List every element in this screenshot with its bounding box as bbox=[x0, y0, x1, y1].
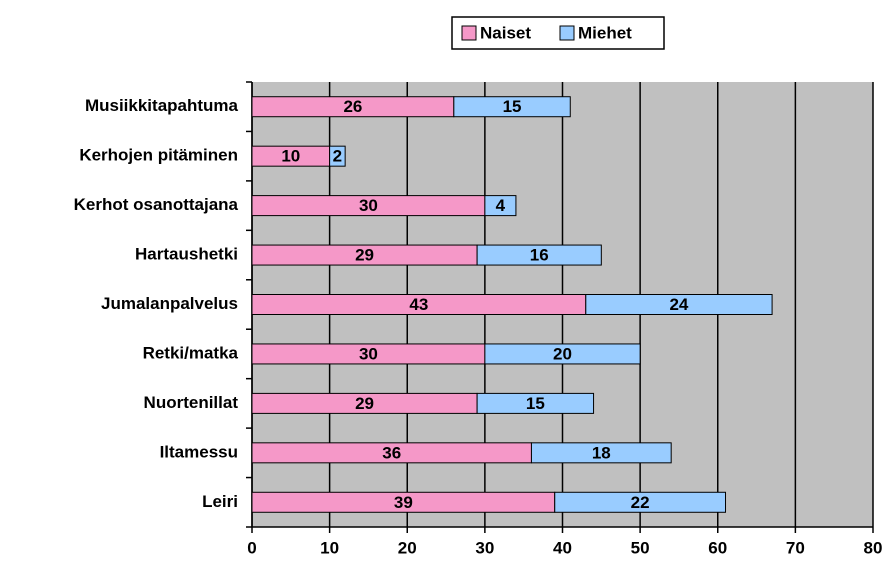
legend-swatch bbox=[461, 25, 477, 41]
bar-segment bbox=[530, 442, 672, 464]
data-label: 20 bbox=[553, 344, 572, 363]
data-label: 26 bbox=[343, 97, 362, 116]
bar-segment bbox=[484, 343, 641, 365]
x-tick-label: 10 bbox=[320, 538, 339, 557]
data-label: 43 bbox=[409, 295, 428, 314]
data-label: 15 bbox=[526, 394, 545, 413]
data-label: 30 bbox=[359, 344, 378, 363]
data-label: 10 bbox=[281, 147, 300, 166]
bar-segment bbox=[554, 491, 727, 513]
y-tick-label: Musiikkitapahtuma bbox=[85, 96, 239, 115]
data-label: 18 bbox=[592, 443, 611, 462]
bar-segment bbox=[585, 294, 773, 315]
data-label: 16 bbox=[530, 246, 549, 265]
y-tick-label: Iltamessu bbox=[160, 442, 238, 461]
data-label: 30 bbox=[359, 196, 378, 215]
legend-label: Naiset bbox=[480, 23, 531, 42]
y-tick-label: Kerhojen pitäminen bbox=[79, 146, 238, 165]
x-tick-label: 0 bbox=[247, 538, 256, 557]
data-label: 39 bbox=[394, 493, 413, 512]
y-tick-label: Leiri bbox=[202, 492, 238, 511]
data-label: 24 bbox=[669, 295, 688, 314]
y-tick-label: Hartaushetki bbox=[135, 245, 238, 264]
x-tick-label: 30 bbox=[475, 538, 494, 557]
y-tick-label: Retki/matka bbox=[143, 343, 239, 362]
data-label: 22 bbox=[631, 493, 650, 512]
legend-label: Miehet bbox=[578, 23, 632, 42]
data-label: 29 bbox=[355, 394, 374, 413]
x-tick-label: 80 bbox=[864, 538, 883, 557]
x-tick-label: 70 bbox=[786, 538, 805, 557]
x-tick-label: 60 bbox=[708, 538, 727, 557]
y-tick-label: Jumalanpalvelus bbox=[101, 294, 238, 313]
x-tick-label: 40 bbox=[553, 538, 572, 557]
data-label: 29 bbox=[355, 246, 374, 265]
bar-segment bbox=[484, 195, 517, 217]
y-tick-label: Kerhot osanottajana bbox=[74, 195, 239, 214]
data-label: 4 bbox=[496, 196, 506, 215]
data-label: 36 bbox=[382, 443, 401, 462]
bar-segment bbox=[453, 96, 571, 118]
data-label: 2 bbox=[333, 147, 342, 166]
bar-segment bbox=[476, 392, 595, 414]
bar-segment bbox=[329, 145, 346, 167]
data-label: 15 bbox=[503, 97, 522, 116]
legend-box bbox=[451, 16, 665, 50]
x-tick-label: 20 bbox=[398, 538, 417, 557]
legend-swatch bbox=[559, 25, 575, 41]
y-tick-label: Nuortenillat bbox=[144, 393, 239, 412]
bar-segment bbox=[476, 244, 602, 266]
x-tick-label: 50 bbox=[631, 538, 650, 557]
